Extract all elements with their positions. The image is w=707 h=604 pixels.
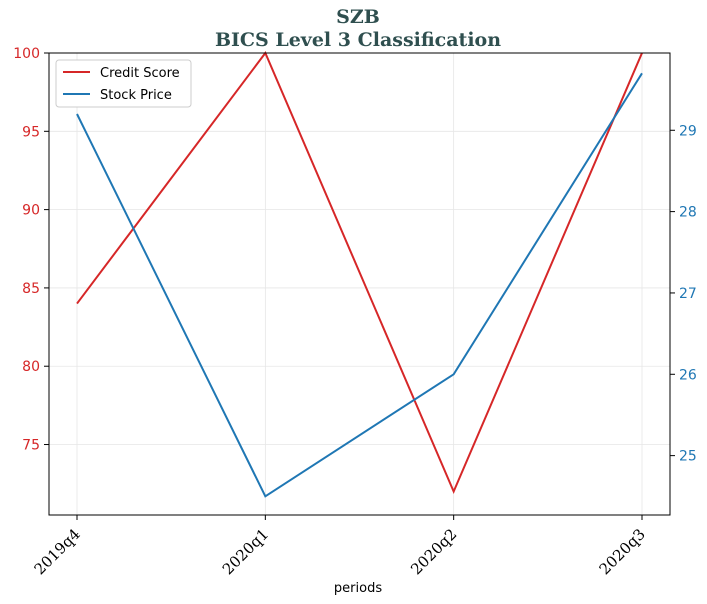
left-y-tick-label: 85 (22, 281, 40, 297)
series-lines (76, 51, 643, 498)
x-tick-label: 2020q3 (596, 525, 649, 578)
chart-title: SZB (336, 6, 380, 28)
left-y-tick-label: 95 (22, 124, 40, 140)
left-y-axis: 75 80 85 90 95 100 (13, 46, 49, 454)
x-axis-label: periods (334, 581, 382, 596)
left-y-tick-label: 75 (22, 438, 40, 454)
left-y-tick-label: 80 (22, 359, 40, 375)
x-tick-label: 2020q1 (219, 525, 272, 578)
x-tick-label: 2020q2 (407, 525, 460, 578)
right-y-tick-label: 27 (679, 286, 697, 302)
legend-label-stock-price: Stock Price (100, 88, 172, 103)
series-line-credit-score (76, 51, 643, 495)
right-y-tick-label: 26 (679, 367, 697, 383)
right-y-axis: 25 26 27 28 29 (670, 123, 697, 465)
x-tick-label: 2019q4 (31, 525, 84, 578)
right-y-tick-label: 28 (679, 205, 697, 221)
x-axis: 2019q4 2020q1 2020q2 2020q3 (31, 515, 649, 578)
legend-label-credit-score: Credit Score (100, 66, 180, 81)
right-y-tick-label: 25 (679, 449, 697, 465)
grid-lines (49, 52, 670, 515)
legend: Credit Score Stock Price (55, 59, 192, 108)
plot-frame (48, 52, 671, 516)
left-y-tick-label: 100 (13, 46, 40, 62)
left-y-tick-label: 90 (22, 203, 40, 219)
series-line-stock-price (76, 72, 643, 498)
chart-subtitle: BICS Level 3 Classification (215, 29, 501, 51)
right-y-tick-label: 29 (679, 123, 697, 139)
